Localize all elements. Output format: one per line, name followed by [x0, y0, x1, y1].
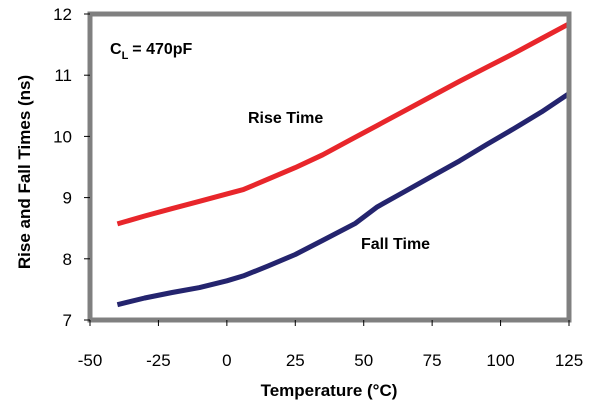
condition-subscript: L: [122, 50, 129, 62]
series-label-fall-time: Fall Time: [361, 236, 430, 253]
condition-label: CL = 470pF: [110, 41, 193, 62]
y-tick-label: 9: [63, 189, 72, 208]
series-line-fall-time: [116, 91, 571, 308]
series-layer: [116, 21, 571, 308]
x-axis-title: Temperature (°C): [261, 381, 398, 400]
x-tick-label: -25: [146, 351, 171, 370]
y-axis-title: Rise and Fall Times (ns): [15, 75, 34, 269]
y-axis-ticks: 7 8 9 10 11 12: [53, 5, 90, 330]
series-label-rise-time: Rise Time: [248, 110, 323, 127]
y-tick-label: 8: [63, 250, 72, 269]
x-tick-label: 125: [555, 351, 583, 370]
condition-main: C: [110, 41, 122, 58]
y-tick-label: 10: [53, 127, 72, 146]
x-tick-label: 75: [423, 351, 442, 370]
x-tick-label: 50: [354, 351, 373, 370]
x-tick-label: 100: [486, 351, 514, 370]
y-tick-label: 11: [54, 66, 72, 85]
x-tick-label: 0: [222, 351, 231, 370]
x-tick-label: 25: [286, 351, 305, 370]
y-tick-label: 12: [53, 5, 72, 24]
y-tick-label: 7: [63, 311, 72, 330]
series-line-rise-time: [116, 21, 571, 227]
x-axis-ticks: -50 -25 0 25 50 75 100 125: [78, 320, 583, 370]
condition-value: = 470pF: [132, 41, 192, 58]
x-tick-label: -50: [78, 351, 103, 370]
